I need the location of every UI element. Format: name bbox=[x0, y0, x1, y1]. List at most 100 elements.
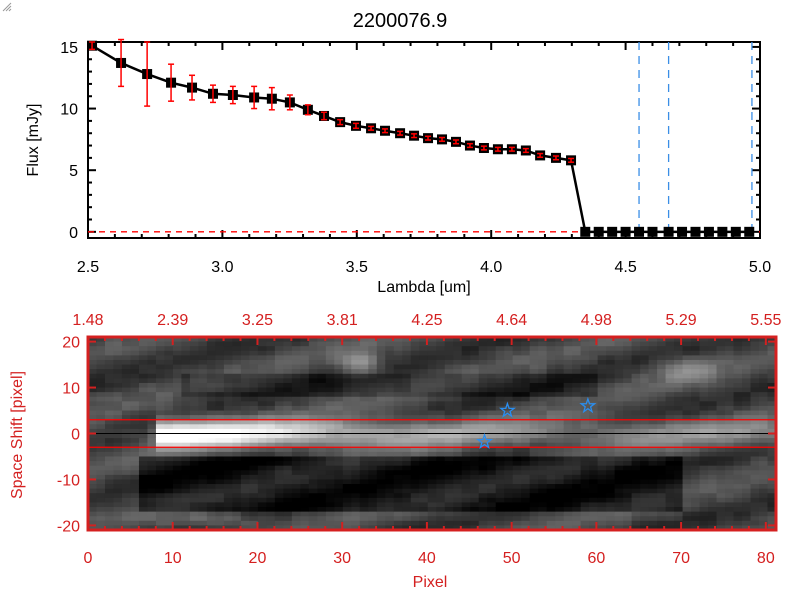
heatmap-cell bbox=[410, 493, 420, 499]
heatmap-cell bbox=[589, 378, 599, 384]
heatmap-cell bbox=[257, 364, 267, 370]
heatmap-cell bbox=[291, 424, 301, 430]
heatmap-cell bbox=[104, 442, 115, 448]
heatmap-cell bbox=[699, 516, 709, 522]
heatmap-cell bbox=[368, 378, 378, 384]
heatmap-cell bbox=[317, 401, 327, 407]
heatmap-cell bbox=[155, 502, 166, 508]
heatmap-cell bbox=[147, 364, 157, 370]
heatmap-cell bbox=[266, 364, 276, 370]
heatmap-cell bbox=[393, 387, 403, 393]
heatmap-cell bbox=[597, 447, 607, 453]
heatmap-cell bbox=[410, 350, 420, 356]
heatmap-cell bbox=[402, 502, 412, 508]
heatmap-cell bbox=[376, 488, 386, 494]
heatmap-cell bbox=[521, 511, 531, 517]
heatmap-cell bbox=[589, 369, 599, 375]
heatmap-cell bbox=[223, 493, 233, 499]
heatmap-cell bbox=[223, 359, 233, 366]
heatmap-cell bbox=[402, 401, 412, 407]
heatmap-cell bbox=[181, 520, 191, 527]
heatmap-cell bbox=[436, 447, 446, 453]
heatmap-cell bbox=[589, 392, 599, 398]
heatmap-cell bbox=[699, 346, 709, 352]
heatmap-cell bbox=[232, 337, 242, 343]
heatmap-cell bbox=[665, 392, 675, 398]
heatmap-cell bbox=[206, 410, 217, 416]
heatmap-cell bbox=[495, 364, 505, 370]
heatmap-cell bbox=[419, 502, 429, 508]
heatmap-cell bbox=[359, 355, 369, 361]
heatmap-cell bbox=[580, 438, 590, 444]
heatmap-cell bbox=[266, 465, 276, 471]
chart-title: 2200076.9 bbox=[353, 10, 448, 32]
heatmap-cell bbox=[274, 337, 284, 343]
heatmap-cell bbox=[606, 474, 616, 481]
heatmap-cell bbox=[750, 511, 760, 517]
heatmap-cell bbox=[266, 341, 276, 347]
heatmap-cell bbox=[359, 442, 369, 448]
heatmap-cell bbox=[104, 378, 115, 384]
heatmap-cell bbox=[623, 428, 633, 435]
heatmap-cell bbox=[291, 520, 301, 527]
heatmap-cell bbox=[393, 364, 403, 370]
resize-grip-icon[interactable] bbox=[0, 0, 12, 12]
heatmap-cell bbox=[334, 488, 344, 494]
heatmap-cell bbox=[436, 520, 446, 527]
heatmap-cell bbox=[410, 373, 420, 379]
heatmap-cell bbox=[300, 424, 310, 430]
heatmap-cell bbox=[198, 525, 208, 531]
heatmap-cell bbox=[274, 433, 284, 439]
heatmap-cell bbox=[402, 419, 412, 425]
heatmap-cell bbox=[657, 405, 667, 412]
heatmap-cell bbox=[597, 378, 607, 384]
heatmap-cell bbox=[410, 405, 420, 412]
heatmap-cell bbox=[291, 484, 301, 490]
heatmap-cell bbox=[232, 461, 242, 467]
heatmap-cell bbox=[725, 355, 735, 361]
heatmap-cell bbox=[155, 507, 166, 513]
heatmap-cell bbox=[410, 378, 420, 384]
heatmap-cell bbox=[257, 341, 267, 347]
heatmap-cell bbox=[385, 497, 395, 504]
heatmap-cell bbox=[563, 456, 573, 462]
heatmap-cell bbox=[648, 488, 658, 494]
heatmap-cell bbox=[487, 451, 497, 458]
heatmap-cell bbox=[580, 392, 590, 398]
heatmap-cell bbox=[733, 456, 743, 462]
heatmap-cell bbox=[546, 392, 556, 398]
heatmap-cell bbox=[640, 350, 650, 356]
heatmap-cell bbox=[555, 479, 565, 485]
heatmap-cell bbox=[453, 516, 463, 522]
heatmap-cell bbox=[512, 488, 522, 494]
heatmap-cell bbox=[674, 488, 684, 494]
heatmap-cell bbox=[291, 359, 301, 366]
heatmap-cell bbox=[155, 341, 166, 347]
heatmap-cell bbox=[172, 364, 183, 370]
heatmap-cell bbox=[172, 470, 183, 476]
heatmap-cell bbox=[113, 442, 123, 448]
heatmap-cell bbox=[257, 488, 267, 494]
heatmap-cell bbox=[147, 428, 157, 435]
heatmap-cell bbox=[130, 401, 140, 407]
heatmap-cell bbox=[733, 350, 743, 356]
heatmap-cell bbox=[640, 456, 650, 462]
heatmap-cell bbox=[172, 369, 183, 375]
heatmap-cell bbox=[419, 359, 429, 366]
heatmap-cell bbox=[317, 346, 327, 352]
heatmap-cell bbox=[249, 488, 259, 494]
heatmap-cell bbox=[291, 350, 301, 356]
heatmap-cell bbox=[215, 359, 225, 366]
heatmap-cell bbox=[461, 415, 471, 421]
heatmap-cell bbox=[529, 516, 539, 522]
heatmap-cell bbox=[351, 497, 361, 504]
heatmap-cell bbox=[682, 461, 692, 467]
heatmap-cell bbox=[512, 447, 522, 453]
heatmap-cell bbox=[665, 502, 675, 508]
heatmap-cell bbox=[563, 428, 573, 435]
heatmap-cell bbox=[351, 337, 361, 343]
heatmap-cell bbox=[342, 479, 352, 485]
heatmap-cell bbox=[580, 364, 590, 370]
heatmap-cell bbox=[359, 419, 369, 425]
heatmap-cell bbox=[266, 382, 276, 389]
